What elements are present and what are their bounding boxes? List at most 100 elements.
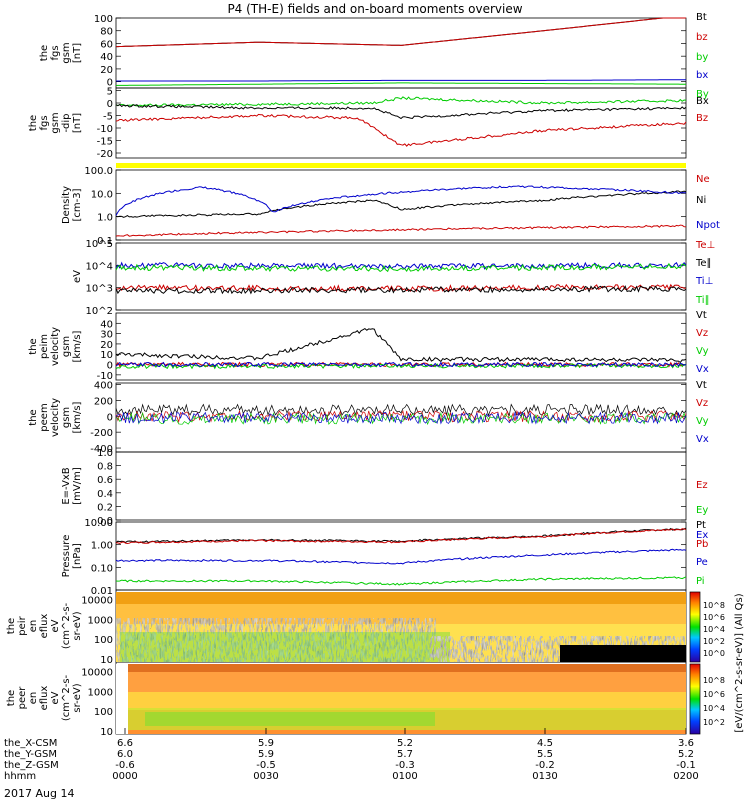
y-tick-label: 20 xyxy=(100,340,113,351)
orbit-row-label: the_Z-GSM xyxy=(4,760,59,771)
y-tick-label: 1.00 xyxy=(91,541,113,552)
y-axis-label: [nT] xyxy=(72,43,83,63)
y-axis-label: gsm xyxy=(61,407,72,428)
legend-bz: Bz xyxy=(696,113,708,124)
status-bar xyxy=(116,163,686,168)
series-bx-line xyxy=(116,79,686,82)
y-axis-label: Pressure xyxy=(61,535,72,578)
y-axis-label: eV xyxy=(72,270,83,283)
y-axis-label: eflux xyxy=(39,614,50,639)
orbit-value: 0130 xyxy=(532,771,557,782)
y-tick-label: -20 xyxy=(97,149,113,160)
y-tick-label: 10^2 xyxy=(86,306,113,317)
legend-pt: Pt xyxy=(696,520,706,531)
y-tick-label: 40 xyxy=(100,319,113,330)
series-ti∥-line xyxy=(115,262,687,273)
orbit-value: 0100 xyxy=(392,771,417,782)
series-bz-line xyxy=(116,17,686,48)
y-axis-label: peir xyxy=(17,615,28,635)
y-tick-label: 10^4 xyxy=(86,261,113,272)
y-tick-label: 100 xyxy=(94,14,113,25)
panel-frame xyxy=(115,169,687,241)
legend-vz: Vz xyxy=(696,328,708,339)
orbit-row-label: the_Y-GSM xyxy=(4,749,57,760)
y-axis-label: peim xyxy=(39,334,50,359)
panel-frame xyxy=(115,87,687,159)
legend-pe: Pe xyxy=(696,557,708,568)
legend-te⊥: Te⊥ xyxy=(695,240,715,251)
y-axis-label: [km/s] xyxy=(72,401,83,433)
colorbar-tick: 10^2 xyxy=(703,718,725,727)
series-ni-line xyxy=(115,190,687,218)
orbit-value: 5.7 xyxy=(397,749,413,760)
y-tick-label: 200 xyxy=(94,396,113,407)
colorbar-electron xyxy=(689,663,701,735)
series-te∥-line xyxy=(115,285,687,295)
y-tick-label: -15 xyxy=(97,137,113,148)
y-axis-label: fgs xyxy=(39,115,50,130)
y-tick-label: 30 xyxy=(100,330,113,341)
y-axis-label: (cm^2-s- xyxy=(61,674,72,721)
y-tick-label: 10.0 xyxy=(91,189,113,200)
y-axis-label: the xyxy=(28,338,39,354)
y-axis-label: the xyxy=(39,45,50,61)
y-tick-label: -400 xyxy=(90,444,113,455)
y-tick-label: 0.01 xyxy=(91,586,113,597)
panel-frame xyxy=(115,382,687,453)
orbit-row-label: the_X-CSM xyxy=(4,738,57,749)
panel-frame xyxy=(115,451,687,521)
y-axis-label: the xyxy=(28,115,39,131)
series-te⊥-line xyxy=(115,283,687,293)
y-axis-label: en xyxy=(28,692,39,705)
series-by-line xyxy=(115,96,687,107)
y-tick-label: -10 xyxy=(97,371,113,382)
y-tick-label: 20 xyxy=(100,65,113,76)
y-tick-label: 10 xyxy=(100,727,113,738)
colorbar-label: [eV/(cm^2-s-sr-eV)] (All Qs) xyxy=(734,593,745,732)
legend-vx: Vx xyxy=(696,364,709,375)
y-tick-label: 1.0 xyxy=(97,448,113,459)
series-ti⊥-line xyxy=(115,261,687,271)
y-tick-label: 0.2 xyxy=(97,502,113,513)
legend-vz: Vz xyxy=(696,398,708,409)
y-tick-label: 100.0 xyxy=(84,166,113,177)
orbit-value: -0.5 xyxy=(256,760,276,771)
legend-by: by xyxy=(696,52,708,63)
orbit-value: 5.2 xyxy=(678,749,694,760)
series-vz-line xyxy=(115,409,687,424)
orbit-value: 5.9 xyxy=(258,738,274,749)
legend-vy: Vy xyxy=(696,346,709,357)
legend-bx: Bx xyxy=(696,96,709,107)
series-vx-line xyxy=(115,361,687,368)
y-axis-label: [nPa] xyxy=(72,543,83,569)
colorbar-tick: 10^6 xyxy=(703,613,725,622)
panel-frame xyxy=(115,312,687,381)
series-bz-line xyxy=(115,113,687,147)
date-label: 2017 Aug 14 xyxy=(4,787,74,800)
legend-ne: Ne xyxy=(696,174,710,185)
y-tick-label: 1.0 xyxy=(97,213,113,224)
legend-ti∥: Ti∥ xyxy=(695,295,710,306)
legend-pi: Pi xyxy=(696,576,705,587)
series-npot-line xyxy=(115,185,687,216)
y-tick-label: 10000 xyxy=(81,667,113,678)
series-by-line xyxy=(115,82,686,86)
legend-ex: Ex xyxy=(696,530,708,541)
legend-by: By xyxy=(696,89,709,100)
y-axis-label: peem xyxy=(39,403,50,431)
colorbar-tick: 10^8 xyxy=(703,601,725,610)
colorbar-ticks: 10^8 10^6 10^4 10^2 10^0 10^8 10^6 10^4 10^2 xyxy=(703,601,725,727)
y-axis-label: the xyxy=(6,618,17,634)
y-tick-label: 1000 xyxy=(88,687,113,698)
legend-vy: Vy xyxy=(696,416,709,427)
colorbar-tick: 10^4 xyxy=(703,704,725,713)
y-tick-label: 0.6 xyxy=(97,475,113,486)
y-axis-label: fgs xyxy=(50,45,61,60)
orbit-value: 0000 xyxy=(112,771,137,782)
series-ne-line xyxy=(115,224,687,237)
y-axis-label: gsm xyxy=(61,336,72,357)
series-vy-line xyxy=(115,362,687,370)
